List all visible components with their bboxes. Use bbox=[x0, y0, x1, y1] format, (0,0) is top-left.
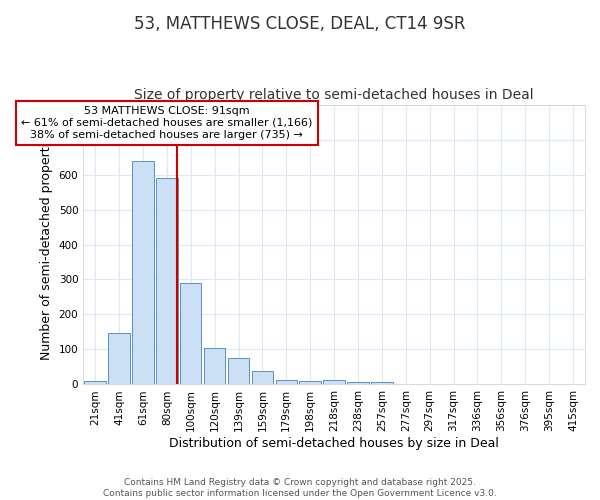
Bar bbox=[347, 382, 369, 384]
Title: Size of property relative to semi-detached houses in Deal: Size of property relative to semi-detach… bbox=[134, 88, 534, 102]
Bar bbox=[132, 161, 154, 384]
Bar bbox=[180, 283, 202, 384]
Bar bbox=[251, 371, 273, 384]
Bar bbox=[85, 381, 106, 384]
Bar bbox=[204, 348, 226, 385]
Text: Contains HM Land Registry data © Crown copyright and database right 2025.
Contai: Contains HM Land Registry data © Crown c… bbox=[103, 478, 497, 498]
X-axis label: Distribution of semi-detached houses by size in Deal: Distribution of semi-detached houses by … bbox=[169, 437, 499, 450]
Text: 53 MATTHEWS CLOSE: 91sqm
← 61% of semi-detached houses are smaller (1,166)
38% o: 53 MATTHEWS CLOSE: 91sqm ← 61% of semi-d… bbox=[21, 106, 313, 140]
Bar bbox=[228, 358, 249, 384]
Bar bbox=[108, 332, 130, 384]
Y-axis label: Number of semi-detached properties: Number of semi-detached properties bbox=[40, 129, 53, 360]
Text: 53, MATTHEWS CLOSE, DEAL, CT14 9SR: 53, MATTHEWS CLOSE, DEAL, CT14 9SR bbox=[134, 15, 466, 33]
Bar bbox=[323, 380, 345, 384]
Bar bbox=[299, 381, 321, 384]
Bar bbox=[371, 382, 392, 384]
Bar bbox=[275, 380, 297, 384]
Bar bbox=[156, 178, 178, 384]
